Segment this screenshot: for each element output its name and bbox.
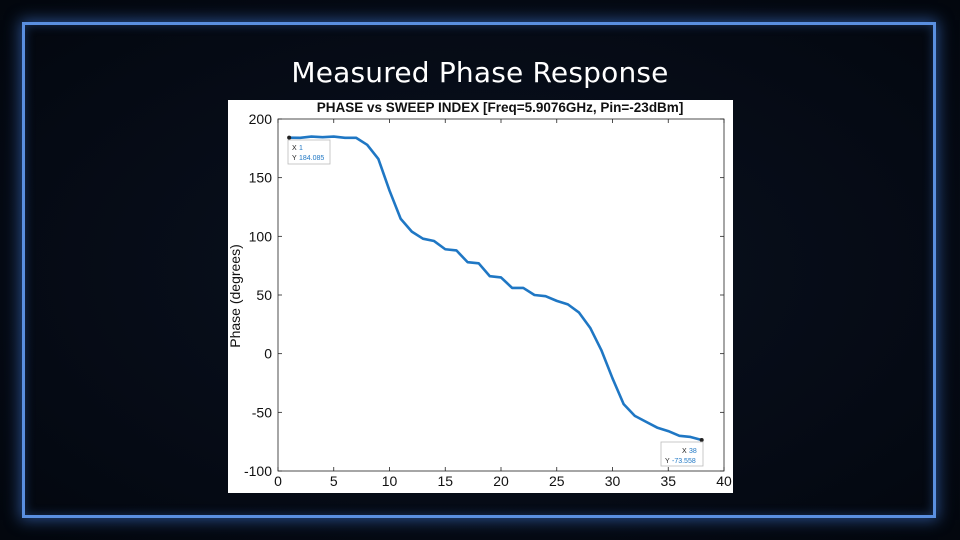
- datatip-start-box: [287, 139, 331, 165]
- axis-ticks: 0 5 10 15 20 25 30 35 40 -100 -50 0 50 100 150 200: [244, 111, 732, 489]
- data-point: [399, 217, 402, 220]
- data-point: [366, 143, 369, 146]
- data-point: [689, 436, 692, 438]
- plot-area: [277, 118, 725, 472]
- data-point: [656, 426, 658, 429]
- y-tick-label: 200: [249, 111, 273, 127]
- y-tick-label: 100: [249, 228, 273, 244]
- data-point: [667, 430, 670, 433]
- datatip-end: X 38 Y -73.558: [660, 441, 704, 467]
- data-point: [589, 326, 592, 329]
- datatip-start-y-label: Y: [292, 155, 297, 162]
- datatip-start: X 1 Y 184.085: [287, 139, 331, 165]
- x-tick-label: 10: [382, 473, 398, 489]
- y-tick-label: -100: [244, 463, 272, 479]
- datatip-end-y-value: -73.558: [672, 458, 696, 465]
- datatip-end-x-label: X: [682, 448, 687, 455]
- data-point: [578, 311, 580, 314]
- data-point: [321, 136, 324, 139]
- x-tick-label: 20: [493, 473, 509, 489]
- data-point: [511, 287, 514, 289]
- data-point: [477, 262, 480, 265]
- y-tick-label: 0: [264, 346, 272, 362]
- datatip-start-x-label: X: [292, 145, 297, 152]
- data-point: [500, 276, 502, 279]
- data-point: [633, 414, 636, 417]
- series-line: [289, 135, 703, 442]
- data-point: [544, 295, 547, 298]
- data-point: [622, 403, 625, 406]
- y-axis-label: Phase (degrees): [228, 244, 243, 348]
- data-point: [522, 287, 525, 289]
- data-point: [377, 157, 380, 160]
- x-tick-label: 15: [437, 473, 453, 489]
- data-point: [444, 248, 447, 251]
- y-tick-label: 50: [256, 287, 272, 303]
- y-tick-label: -50: [252, 404, 272, 420]
- slide-frame: [22, 22, 936, 518]
- x-tick-label: 30: [605, 473, 621, 489]
- slide-title: Measured Phase Response: [291, 56, 669, 89]
- data-point: [299, 136, 302, 139]
- data-point: [567, 303, 569, 306]
- data-point: [600, 349, 603, 352]
- datatip-end-y-label: Y: [665, 458, 670, 465]
- datatip-marker-end: [699, 437, 704, 442]
- data-point: [678, 434, 681, 437]
- datatip-end-x-value: 38: [689, 448, 697, 455]
- data-point: [555, 299, 558, 302]
- datatip-end-box: [660, 441, 704, 467]
- data-point: [355, 136, 357, 139]
- datatip-start-x-value: 1: [299, 145, 303, 152]
- data-point: [466, 261, 469, 264]
- series-group: [287, 135, 704, 442]
- data-point: [410, 230, 413, 233]
- data-point: [433, 240, 435, 242]
- data-point: [645, 420, 647, 423]
- phase-line-chart: PHASE vs SWEEP INDEX [Freq=5.9076GHz, Pi…: [227, 100, 732, 489]
- datatip-marker-start: [287, 135, 292, 140]
- data-point: [611, 377, 614, 380]
- data-point: [344, 136, 346, 139]
- data-point: [332, 135, 335, 138]
- y-tick-label: 150: [249, 170, 273, 186]
- data-point: [422, 237, 424, 240]
- data-point: [533, 294, 536, 296]
- x-tick-label: 25: [549, 473, 565, 489]
- data-point: [310, 135, 313, 138]
- data-point: [455, 249, 458, 252]
- data-point: [488, 275, 491, 278]
- x-tick-label: 40: [716, 473, 732, 489]
- x-tick-label: 5: [330, 473, 338, 489]
- chart-panel: PHASE vs SWEEP INDEX [Freq=5.9076GHz, Pi…: [227, 100, 733, 493]
- data-point: [388, 189, 391, 192]
- chart-title: PHASE vs SWEEP INDEX [Freq=5.9076GHz, Pi…: [317, 100, 684, 115]
- x-tick-label: 35: [660, 473, 676, 489]
- datatip-start-y-value: 184.085: [299, 155, 324, 162]
- x-tick-label: 0: [274, 473, 282, 489]
